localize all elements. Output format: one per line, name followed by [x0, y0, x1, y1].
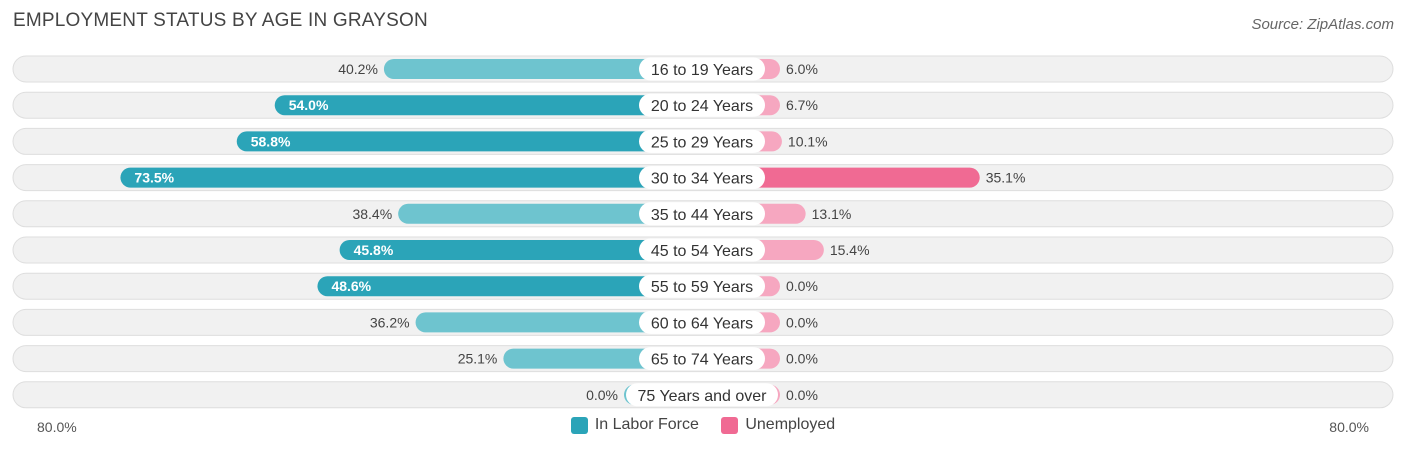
value-label-labor-force: 48.6% — [331, 278, 371, 294]
legend-swatch-labor-force — [570, 416, 588, 434]
legend-label-labor-force: In Labor Force — [594, 416, 699, 433]
value-label-labor-force: 0.0% — [586, 387, 618, 403]
category-pill — [639, 129, 765, 153]
value-label-unemployed: 10.1% — [788, 133, 828, 149]
legend: In Labor Force Unemployed — [0, 416, 1406, 439]
bar-labor-force — [398, 203, 702, 224]
category-pill — [639, 166, 765, 190]
value-label-unemployed: 0.0% — [786, 314, 818, 330]
value-label-unemployed: 0.0% — [786, 351, 818, 367]
value-label-unemployed: 13.1% — [812, 206, 852, 222]
chart-row: 54.0% 6.7% 20 to 24 Years — [12, 91, 1394, 119]
category-pill — [639, 310, 765, 334]
value-label-unemployed: 0.0% — [786, 387, 818, 403]
value-label-unemployed: 6.7% — [786, 97, 818, 113]
category-pill — [639, 347, 765, 371]
category-pill — [639, 202, 765, 226]
value-label-unemployed: 6.0% — [786, 61, 818, 77]
value-label-labor-force: 36.2% — [370, 314, 410, 330]
legend-item-unemployed[interactable]: Unemployed — [721, 416, 835, 434]
category-label: 55 to 59 Years — [651, 279, 753, 296]
value-label-unemployed: 15.4% — [830, 242, 870, 258]
value-label-labor-force: 73.5% — [134, 170, 174, 186]
legend-swatch-unemployed — [721, 416, 739, 434]
category-label: 16 to 19 Years — [651, 62, 753, 79]
legend-item-labor-force[interactable]: In Labor Force — [570, 416, 699, 434]
chart-row: 48.6% 0.0% 55 to 59 Years — [12, 272, 1394, 300]
value-label-unemployed: 0.0% — [786, 278, 818, 294]
chart-row: 36.2% 0.0% 60 to 64 Years — [12, 308, 1394, 336]
bar-unemployed — [702, 167, 980, 188]
category-label: 20 to 24 Years — [651, 98, 753, 115]
category-label: 45 to 54 Years — [651, 243, 753, 260]
value-label-labor-force: 45.8% — [354, 242, 394, 258]
value-label-labor-force: 40.2% — [338, 61, 378, 77]
category-label: 35 to 44 Years — [651, 207, 753, 224]
axis-left-label: 80.0% — [37, 419, 77, 435]
category-label: 30 to 34 Years — [651, 171, 753, 188]
chart-row: 38.4% 13.1% 35 to 44 Years — [12, 200, 1394, 228]
chart-row: 73.5% 35.1% 30 to 34 Years — [12, 164, 1394, 192]
category-label: 25 to 29 Years — [651, 134, 753, 151]
category-pill — [639, 93, 765, 117]
value-label-labor-force: 54.0% — [289, 97, 329, 113]
bar-labor-force — [383, 59, 702, 79]
category-pill — [626, 383, 778, 407]
bar-labor-force — [274, 95, 702, 116]
chart-row: 0.0% 0.0% 75 Years and over — [12, 381, 1394, 409]
bar-labor-force — [415, 312, 702, 333]
value-label-labor-force: 58.8% — [251, 133, 291, 149]
category-label: 60 to 64 Years — [651, 315, 753, 332]
value-label-labor-force: 25.1% — [458, 351, 498, 367]
category-pill — [639, 57, 765, 81]
category-pill — [639, 238, 765, 262]
category-label: 75 Years and over — [638, 388, 768, 405]
chart-row: 25.1% 0.0% 65 to 74 Years — [12, 345, 1394, 373]
bar-labor-force — [236, 131, 702, 152]
legend-label-unemployed: Unemployed — [745, 416, 836, 433]
value-label-labor-force: 38.4% — [352, 206, 392, 222]
axis-right-label: 80.0% — [1329, 419, 1369, 435]
value-label-unemployed: 35.1% — [986, 170, 1026, 186]
category-pill — [639, 274, 765, 298]
bar-labor-force — [120, 167, 702, 188]
bar-labor-force — [317, 276, 702, 297]
chart-row: 45.8% 15.4% 45 to 54 Years — [12, 236, 1394, 264]
category-label: 65 to 74 Years — [651, 352, 753, 369]
bar-labor-force — [339, 240, 702, 260]
chart-row: 58.8% 10.1% 25 to 29 Years — [12, 127, 1394, 155]
chart-row: 40.2% 6.0% 16 to 19 Years — [12, 55, 1394, 83]
chart-source: Source: ZipAtlas.com — [1251, 16, 1394, 33]
chart-title: EMPLOYMENT STATUS BY AGE IN GRAYSON — [13, 10, 428, 31]
